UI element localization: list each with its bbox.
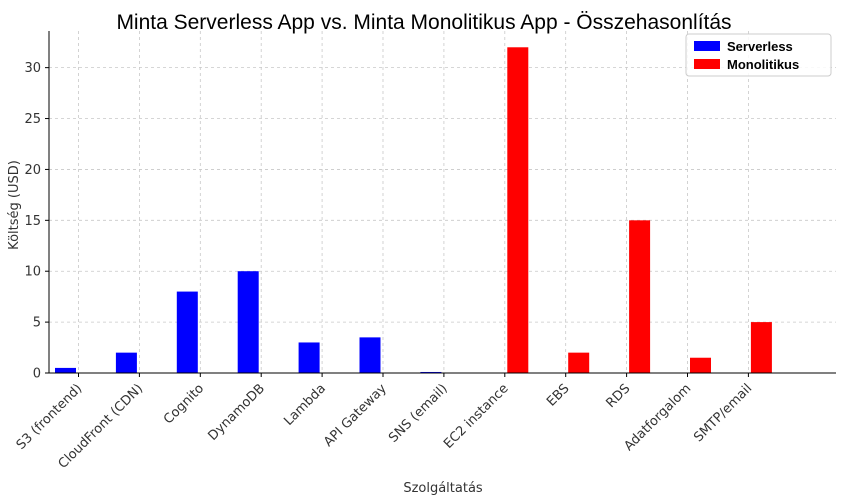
y-tick-label: 10 bbox=[24, 265, 41, 280]
chart-title: Minta Serverless App vs. Minta Monolitik… bbox=[116, 11, 731, 34]
y-tick-label: 20 bbox=[24, 163, 41, 178]
legend-box bbox=[685, 33, 832, 77]
x-tick-label: API Gateway bbox=[321, 381, 390, 450]
bar-monolitikus bbox=[568, 352, 590, 373]
x-tick-label: RDS bbox=[604, 381, 634, 411]
y-tick-label: 25 bbox=[24, 112, 41, 127]
legend-label-serverless: Serverless bbox=[727, 39, 793, 54]
bar-serverless bbox=[420, 371, 442, 373]
y-axis-label: Költség (USD) bbox=[7, 160, 22, 250]
y-tick-label: 15 bbox=[24, 214, 41, 229]
legend-swatch-serverless bbox=[694, 41, 720, 51]
x-tick-label: Cognito bbox=[161, 381, 207, 427]
bars bbox=[55, 47, 772, 374]
bar-monolitikus bbox=[750, 322, 772, 373]
x-tick-label: SNS (email) bbox=[386, 381, 451, 446]
legend-swatch-monolitikus bbox=[694, 59, 720, 69]
bar-monolitikus bbox=[690, 357, 711, 373]
bar-monolitikus bbox=[629, 220, 651, 373]
x-tick-label: EC2 instance bbox=[441, 381, 512, 452]
y-tick-label: 0 bbox=[33, 367, 41, 382]
grid bbox=[49, 31, 836, 374]
bar-serverless bbox=[237, 271, 259, 373]
x-axis-label: Szolgáltatás bbox=[403, 481, 483, 496]
x-tick-label: SMTP/email bbox=[691, 381, 755, 445]
x-tick-label: DynamoDB bbox=[205, 381, 268, 444]
bar-monolitikus bbox=[507, 47, 529, 374]
x-ticks: S3 (frontend)CloudFront (CDN) CognitoDyna… bbox=[14, 373, 755, 472]
bar-serverless bbox=[176, 291, 198, 373]
y-ticks: 0 5 10 15 20 25 30 bbox=[24, 61, 49, 382]
y-tick-label: 30 bbox=[24, 61, 41, 76]
x-tick-label: Lambda bbox=[281, 381, 329, 429]
bar-serverless bbox=[298, 342, 320, 373]
bar-serverless bbox=[55, 367, 76, 373]
y-tick-label: 5 bbox=[33, 316, 41, 331]
bar-serverless bbox=[359, 337, 381, 373]
bar-serverless bbox=[115, 352, 137, 373]
x-tick-label: EBS bbox=[544, 381, 572, 409]
legend-label-monolitikus: Monolitikus bbox=[727, 57, 799, 72]
axes bbox=[48, 31, 836, 374]
legend: Serverless Monolitikus bbox=[685, 33, 832, 77]
